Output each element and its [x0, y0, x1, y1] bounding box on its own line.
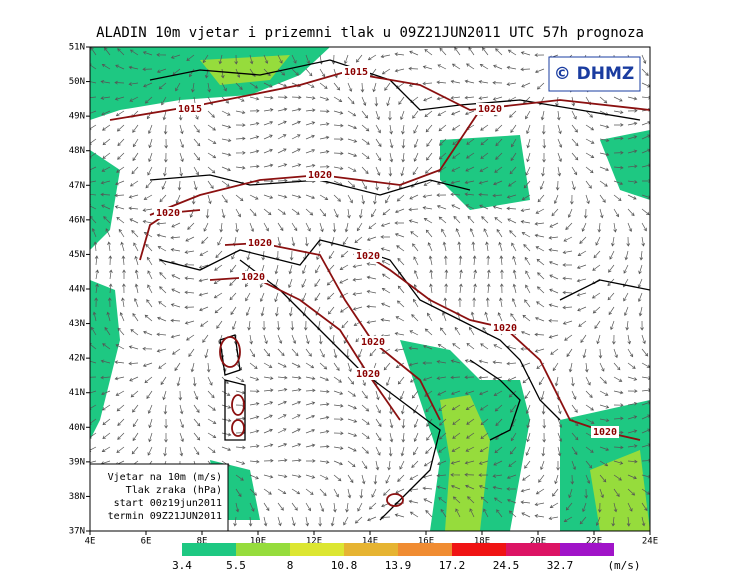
isobar-label: 1020 [478, 104, 502, 115]
colorbar-swatch [182, 543, 236, 556]
lat-label: 40N [69, 423, 85, 433]
lat-label: 50N [69, 77, 85, 87]
colorbar-label: 5.5 [226, 559, 246, 572]
isobar-label-bg [491, 322, 519, 334]
colorbar-swatch [398, 543, 452, 556]
isobar-label-bg [176, 103, 204, 115]
lon-label: 4E [85, 537, 96, 547]
isobar-label-bg [306, 169, 334, 181]
colorbar-unit: (m/s) [607, 559, 640, 572]
colorbar-swatch [560, 543, 614, 556]
lat-label: 39N [69, 457, 85, 467]
lon-label: 16E [418, 537, 434, 547]
isobar-label-bg [354, 368, 382, 380]
map-area [90, 47, 650, 531]
lon-label: 6E [141, 537, 152, 547]
colorbar-label: 3.4 [172, 559, 192, 572]
info-line: start 00z19jun2011 [114, 498, 222, 509]
logo: © DHMZ [554, 64, 635, 84]
lat-label: 43N [69, 319, 85, 329]
lat-label: 37N [69, 527, 85, 537]
logo-box [548, 56, 641, 92]
colorbar-swatch [236, 543, 290, 556]
isobar-label: 1020 [356, 369, 380, 380]
isobar-label: 1020 [356, 251, 380, 262]
lon-label: 18E [474, 537, 490, 547]
isobar-label: 1015 [344, 67, 368, 78]
info-line: termin 09Z21JUN2011 [108, 511, 222, 522]
lon-label: 14E [362, 537, 378, 547]
colorbar-swatch [290, 543, 344, 556]
lon-label: 22E [586, 537, 602, 547]
isobar-label: 1015 [178, 104, 202, 115]
isobar-label-bg [354, 250, 382, 262]
isobar-label: 1020 [493, 323, 517, 334]
lat-label: 46N [69, 215, 85, 225]
isobar-label: 1020 [241, 272, 265, 283]
isobar-label: 1020 [156, 208, 180, 219]
info-box [89, 463, 229, 532]
info-line: Vjetar na 10m (m/s) [108, 472, 222, 483]
info-line: Tlak zraka (hPa) [126, 485, 222, 496]
lon-label: 10E [250, 537, 266, 547]
lon-label: 20E [530, 537, 546, 547]
isobar-label-bg [359, 336, 387, 348]
lat-label: 51N [69, 43, 85, 53]
colorbar-label: 17.2 [439, 559, 466, 572]
colorbar-swatch [452, 543, 506, 556]
lon-label: 8E [197, 537, 208, 547]
colorbar-swatch [506, 543, 560, 556]
isobar-label-bg [342, 66, 370, 78]
lon-label: 24E [642, 537, 658, 547]
colorbar-label: 13.9 [385, 559, 412, 572]
colorbar-label: 10.8 [331, 559, 358, 572]
lat-label: 41N [69, 388, 85, 398]
lat-label: 42N [69, 354, 85, 364]
isobar-label-bg [154, 207, 182, 219]
isobar-label-bg [239, 271, 267, 283]
isobar-label: 1020 [361, 337, 385, 348]
lon-label: 12E [306, 537, 322, 547]
map-title: ALADIN 10m vjetar i prizemni tlak u 09Z2… [96, 25, 644, 41]
coastlines [149, 59, 650, 521]
isobar-label: 1020 [593, 427, 617, 438]
colorbar-swatch [344, 543, 398, 556]
lat-label: 45N [69, 250, 85, 260]
colorbar-label: 32.7 [547, 559, 574, 572]
isobar-label: 1020 [308, 170, 332, 181]
colorbar-label: 24.5 [493, 559, 520, 572]
lat-label: 48N [69, 146, 85, 156]
wind-shading-strong [200, 55, 650, 531]
isobar-label-bg [476, 103, 504, 115]
lat-label: 49N [69, 112, 85, 122]
isobar-label-bg [591, 426, 619, 438]
lat-label: 44N [69, 285, 85, 295]
isobar-label-bg [246, 237, 274, 249]
isobar-label: 1020 [248, 238, 272, 249]
lat-label: 38N [69, 492, 85, 502]
colorbar-label: 8 [287, 559, 294, 572]
lat-label: 47N [69, 181, 85, 191]
map-layers: 1015 1015 1020 1020 1020 1020 1020 1020 1020 1020… [90, 47, 650, 531]
